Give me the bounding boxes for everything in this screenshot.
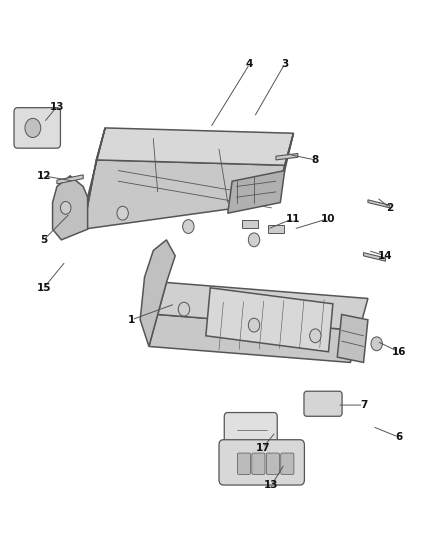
Polygon shape (83, 160, 285, 229)
Circle shape (248, 318, 260, 332)
FancyBboxPatch shape (237, 453, 251, 474)
Polygon shape (337, 314, 368, 362)
Text: 1: 1 (128, 315, 135, 325)
Circle shape (310, 329, 321, 343)
Text: 5: 5 (40, 235, 47, 245)
Polygon shape (364, 253, 385, 261)
FancyBboxPatch shape (14, 108, 60, 148)
Polygon shape (158, 282, 368, 330)
FancyBboxPatch shape (304, 391, 342, 416)
Text: 13: 13 (49, 102, 64, 111)
Circle shape (25, 118, 41, 138)
Circle shape (178, 302, 190, 316)
Polygon shape (368, 200, 390, 208)
Circle shape (248, 233, 260, 247)
Polygon shape (53, 176, 88, 240)
FancyBboxPatch shape (219, 440, 304, 485)
Circle shape (60, 201, 71, 214)
Text: 2: 2 (386, 203, 393, 213)
Circle shape (183, 220, 194, 233)
Text: 14: 14 (378, 251, 393, 261)
Polygon shape (96, 128, 293, 165)
FancyBboxPatch shape (224, 413, 277, 447)
Text: 16: 16 (391, 347, 406, 357)
Polygon shape (276, 133, 293, 203)
Polygon shape (276, 154, 298, 160)
Polygon shape (268, 225, 284, 233)
FancyBboxPatch shape (281, 453, 294, 474)
Text: 10: 10 (321, 214, 336, 223)
Polygon shape (228, 171, 285, 213)
FancyBboxPatch shape (266, 453, 279, 474)
Circle shape (117, 206, 128, 220)
Text: 3: 3 (281, 59, 288, 69)
Polygon shape (242, 220, 258, 228)
Text: 4: 4 (246, 59, 253, 69)
Polygon shape (57, 175, 83, 184)
Text: 13: 13 (264, 480, 279, 490)
Text: 6: 6 (395, 432, 402, 442)
Circle shape (371, 337, 382, 351)
Polygon shape (206, 288, 333, 352)
Text: 15: 15 (36, 283, 51, 293)
Polygon shape (83, 128, 105, 229)
Text: 8: 8 (312, 155, 319, 165)
Text: 17: 17 (255, 443, 270, 453)
Polygon shape (149, 314, 359, 362)
Polygon shape (140, 240, 175, 346)
FancyBboxPatch shape (252, 453, 265, 474)
Text: 7: 7 (360, 400, 367, 410)
Text: 11: 11 (286, 214, 301, 223)
Text: 12: 12 (36, 171, 51, 181)
